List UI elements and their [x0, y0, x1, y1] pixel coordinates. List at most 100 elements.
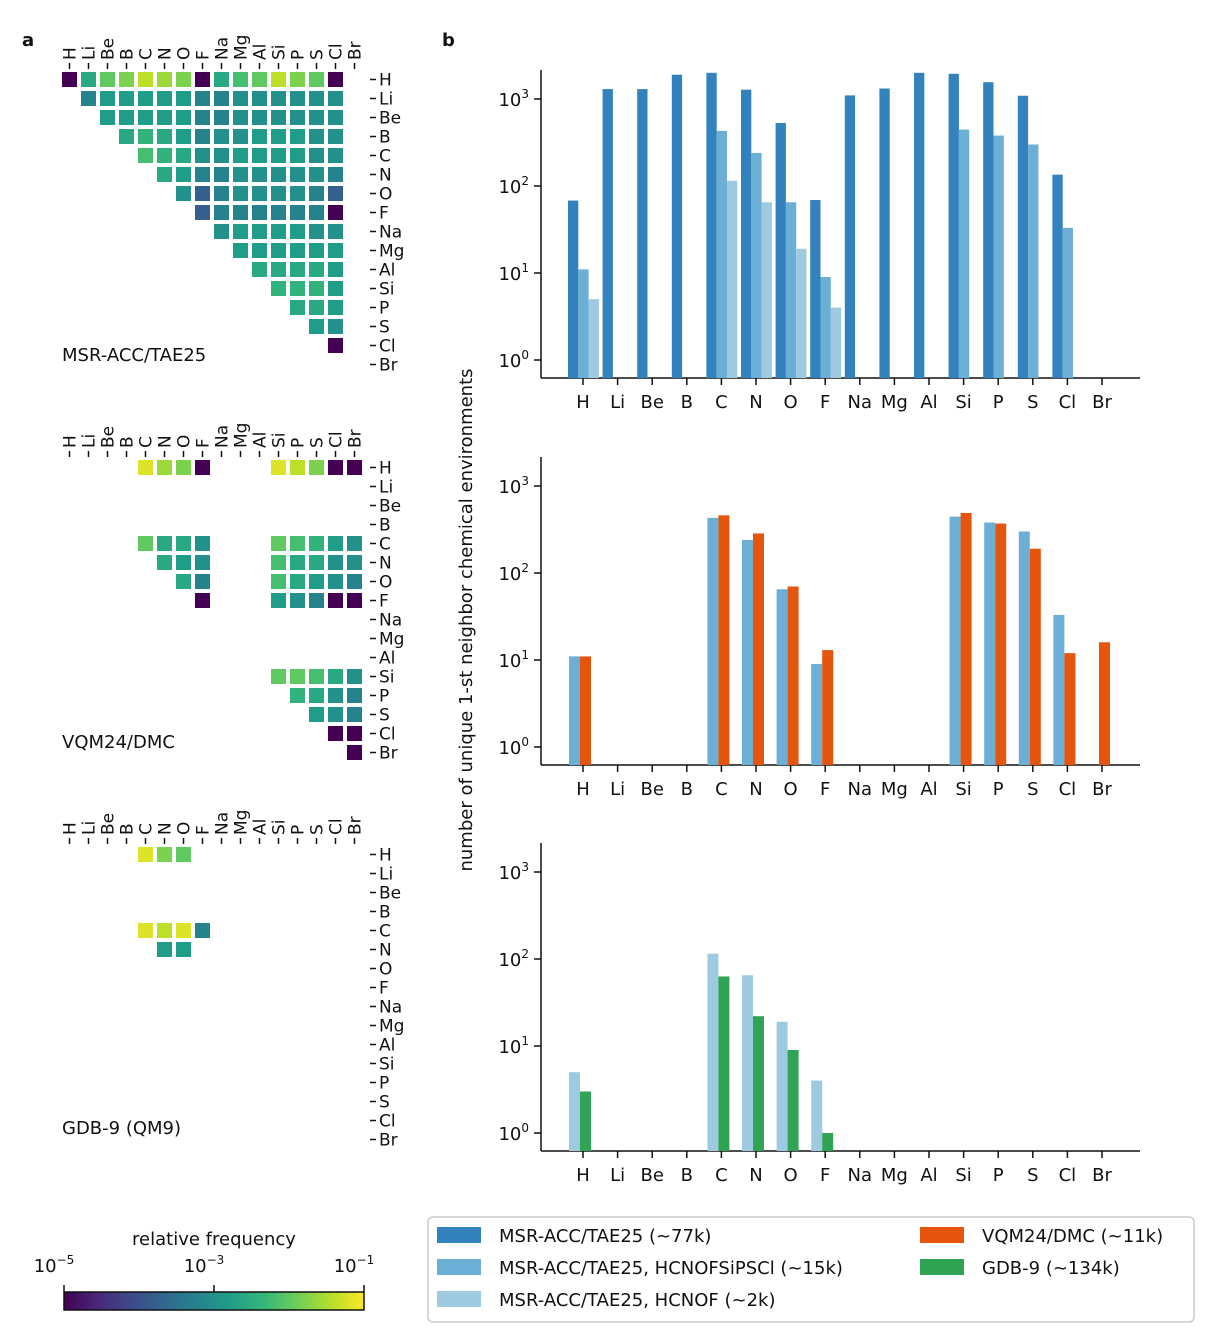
heatmap-cell	[309, 129, 324, 144]
panel-b-label: b	[442, 30, 455, 51]
x-tick-label: Na	[848, 1165, 873, 1186]
row-label: Br	[379, 356, 398, 376]
heatmap-cell	[176, 110, 191, 125]
heatmap-cell	[233, 243, 248, 258]
x-tick-label: Cl	[1059, 779, 1077, 800]
y-tick-label: 100	[498, 735, 529, 759]
heatmap-cell	[290, 110, 305, 125]
col-label: Br	[346, 41, 366, 60]
x-tick-label: P	[993, 779, 1004, 800]
heatmap-cell	[328, 72, 343, 87]
row-label: Cl	[379, 725, 396, 745]
row-label: B	[379, 516, 391, 536]
heatmap-cell	[138, 110, 153, 125]
heatmap-cell	[271, 205, 286, 220]
heatmap-cell	[176, 536, 191, 551]
legend-label: MSR-ACC/TAE25, HCNOFSiPSCl (~15k)	[499, 1258, 843, 1279]
heatmap-cell	[176, 186, 191, 201]
col-label: H	[61, 822, 81, 835]
tick-exponent: 3	[521, 474, 529, 488]
bar	[1028, 144, 1039, 378]
legend-swatch	[437, 1227, 481, 1243]
x-tick-label: Br	[1092, 1165, 1112, 1186]
col-label: H	[61, 47, 81, 60]
heatmap-cell	[328, 338, 343, 353]
x-tick-label: Si	[955, 779, 971, 800]
heatmap-cell	[195, 148, 210, 163]
bar	[983, 82, 994, 379]
heatmap-cell	[195, 110, 210, 125]
bar	[1053, 614, 1065, 765]
tick-base: 10	[498, 738, 521, 759]
heatmap-cell	[214, 205, 229, 220]
tick-base: 10	[498, 1124, 521, 1145]
col-label: S	[308, 49, 328, 60]
heatmap-cell	[100, 110, 115, 125]
bar	[1062, 227, 1073, 378]
heatmap-cell	[271, 669, 286, 684]
heatmap-cell	[290, 129, 305, 144]
x-tick-label: P	[993, 392, 1004, 413]
bar	[751, 152, 762, 378]
x-tick-label: N	[749, 392, 762, 413]
x-tick-label: N	[749, 1165, 762, 1186]
bar	[1017, 95, 1029, 378]
col-label: Mg	[232, 35, 252, 60]
heatmap-cell	[233, 224, 248, 239]
bar	[580, 656, 591, 765]
x-tick-label: S	[1027, 779, 1038, 800]
heatmap-cell	[309, 205, 324, 220]
x-tick-label: Li	[610, 392, 625, 413]
x-tick-label: Be	[640, 392, 663, 413]
heatmap-cell	[347, 669, 362, 684]
heatmap-cell	[176, 167, 191, 182]
heatmap-cell	[309, 186, 324, 201]
row-label: Si	[379, 280, 395, 300]
bar	[811, 663, 823, 765]
heatmap-cell	[195, 923, 210, 938]
col-label: Cl	[327, 43, 347, 60]
col-label: Mg	[232, 423, 252, 448]
heatmap-cell	[347, 555, 362, 570]
heatmap-cell	[195, 205, 210, 220]
bar	[830, 307, 842, 378]
heatmap-label-vqm24: VQM24/DMC	[62, 732, 175, 753]
y-tick-label: 103	[498, 87, 529, 111]
heatmap-cell	[271, 91, 286, 106]
x-tick-label: F	[820, 779, 830, 800]
bar	[753, 533, 764, 765]
tick-exponent: 3	[521, 87, 529, 101]
heatmap-label-gdb9: GDB-9 (QM9)	[62, 1118, 181, 1139]
y-tick-label: 102	[498, 174, 529, 198]
heatmap-cell	[81, 72, 96, 87]
heatmap-cell	[119, 129, 134, 144]
bar	[569, 656, 580, 765]
heatmap-cell	[214, 129, 229, 144]
bar	[637, 89, 648, 379]
heatmap-cell	[309, 555, 324, 570]
heatmap-cell	[328, 129, 343, 144]
heatmap-cell	[328, 167, 343, 182]
row-label: P	[379, 687, 389, 707]
tick-exponent: 1	[521, 648, 529, 662]
heatmap-cell	[347, 726, 362, 741]
heatmap-cell	[157, 167, 172, 182]
heatmap-cell	[328, 669, 343, 684]
heatmap-vqm24: H Li Be B C N O F Na Mg Al Si P S Cl BrHLiBeBCNOFNaMgAl…	[61, 423, 405, 764]
row-label: F	[379, 979, 389, 999]
bar	[718, 976, 730, 1151]
heatmap-cell	[328, 726, 343, 741]
heatmap-cell	[309, 148, 324, 163]
heatmap-cell	[271, 72, 286, 87]
row-label: Br	[379, 744, 398, 764]
heatmap-cell	[290, 148, 305, 163]
y-tick-label: 101	[498, 261, 529, 285]
row-label: Cl	[379, 1112, 396, 1132]
col-label: Li	[80, 821, 100, 835]
heatmap-cell	[309, 167, 324, 182]
x-tick-label: C	[715, 392, 728, 413]
heatmap-cell	[157, 129, 172, 144]
heatmap-cell	[290, 205, 305, 220]
x-tick-label: Na	[848, 779, 873, 800]
